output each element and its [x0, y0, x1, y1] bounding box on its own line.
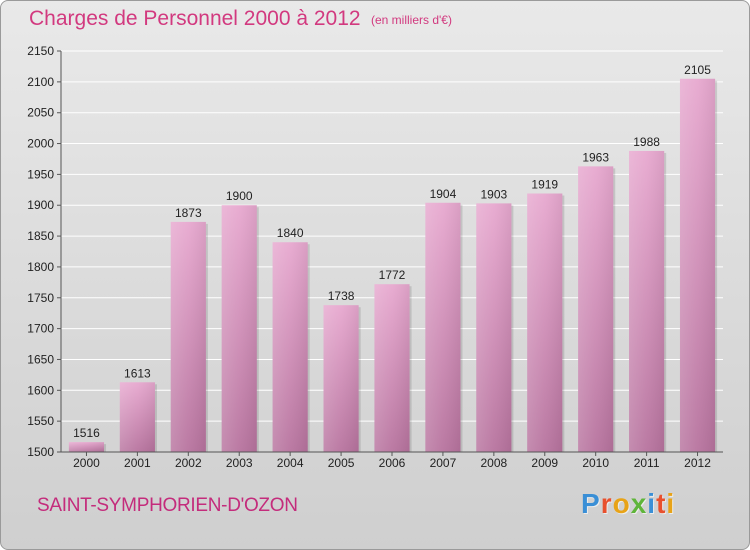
y-tick-label: 1800 [27, 260, 54, 274]
bars [68, 78, 718, 453]
x-tick-label: 2010 [582, 456, 609, 470]
x-tick-label: 2005 [328, 456, 355, 470]
chart-title: Charges de Personnel 2000 à 2012 [29, 7, 361, 30]
bar-shine [629, 150, 665, 453]
bar-shine [323, 305, 359, 452]
proxiti-logo[interactable]: Proxiti [581, 488, 675, 520]
bar-shine [425, 202, 461, 452]
logo-letter: x [630, 488, 648, 519]
y-tick-label: 2050 [27, 106, 54, 120]
bar-shine [68, 442, 105, 452]
data-label: 2105 [684, 63, 711, 77]
logo-letter: P [581, 488, 601, 519]
bar-shine [527, 193, 563, 453]
bar-shine [578, 166, 614, 452]
y-tick-label: 1500 [27, 445, 54, 459]
axes [57, 50, 723, 456]
chart-subtitle: (en milliers d'€) [371, 13, 452, 27]
y-tick-label: 2150 [27, 44, 54, 58]
y-tick-label: 1750 [27, 291, 54, 305]
x-tick-label: 2011 [634, 456, 660, 470]
y-tick-label: 1850 [27, 229, 54, 243]
data-label: 1988 [633, 135, 660, 149]
y-tick-label: 1550 [27, 414, 54, 428]
data-labels: 1516 1613 1873 1900 1840 1738 1772 1904 1903 1919… [73, 63, 711, 440]
x-tick-label: 2008 [480, 456, 507, 470]
x-tick-label: 2012 [684, 456, 711, 470]
y-tick-label: 1700 [27, 322, 54, 336]
bar-shine [119, 382, 155, 452]
logo-letter: t [656, 488, 667, 519]
data-label: 1516 [73, 426, 100, 440]
data-label: 1900 [226, 189, 253, 203]
y-tick-label: 1600 [27, 383, 54, 397]
data-label: 1840 [277, 226, 304, 240]
y-tick-label: 1650 [27, 352, 54, 366]
x-tick-labels: 2000 2001 2002 2003 2004 2005 2006 2007 2008 2009… [73, 456, 711, 470]
data-label: 1873 [175, 206, 202, 220]
x-tick-label: 2002 [175, 456, 202, 470]
bar-shine [170, 221, 206, 452]
y-tick-label: 2100 [27, 75, 54, 89]
x-tick-label: 2000 [73, 456, 100, 470]
y-tick-label: 1900 [27, 198, 54, 212]
y-tick-label: 1950 [27, 167, 54, 181]
data-label: 1919 [531, 178, 558, 192]
y-tick-label: 2000 [27, 137, 54, 151]
bar-shine [679, 78, 716, 452]
commune-name: SAINT-SYMPHORIEN-D'OZON [37, 495, 298, 516]
logo-letter: i [666, 488, 676, 519]
x-tick-label: 2003 [226, 456, 253, 470]
x-tick-label: 2001 [124, 456, 151, 470]
data-label: 1963 [582, 150, 609, 164]
data-label: 1613 [124, 366, 151, 380]
bar-shine [374, 284, 410, 452]
bar-shine [221, 205, 257, 452]
data-label: 1772 [379, 268, 406, 282]
x-tick-label: 2006 [379, 456, 406, 470]
logo-letter: r [600, 488, 613, 519]
logo-letter: o [612, 488, 631, 519]
data-label: 1738 [328, 289, 355, 303]
x-tick-label: 2004 [277, 456, 304, 470]
y-tick-labels: 1500 1550 1600 1650 1700 1750 1800 1850 1900 1950… [27, 44, 54, 459]
data-label: 1904 [430, 187, 457, 201]
bar-shine [272, 242, 308, 452]
x-tick-label: 2009 [531, 456, 558, 470]
logo-letter: i [647, 488, 657, 519]
data-label: 1903 [480, 187, 507, 201]
bar-shine [476, 203, 512, 452]
x-tick-label: 2007 [430, 456, 457, 470]
